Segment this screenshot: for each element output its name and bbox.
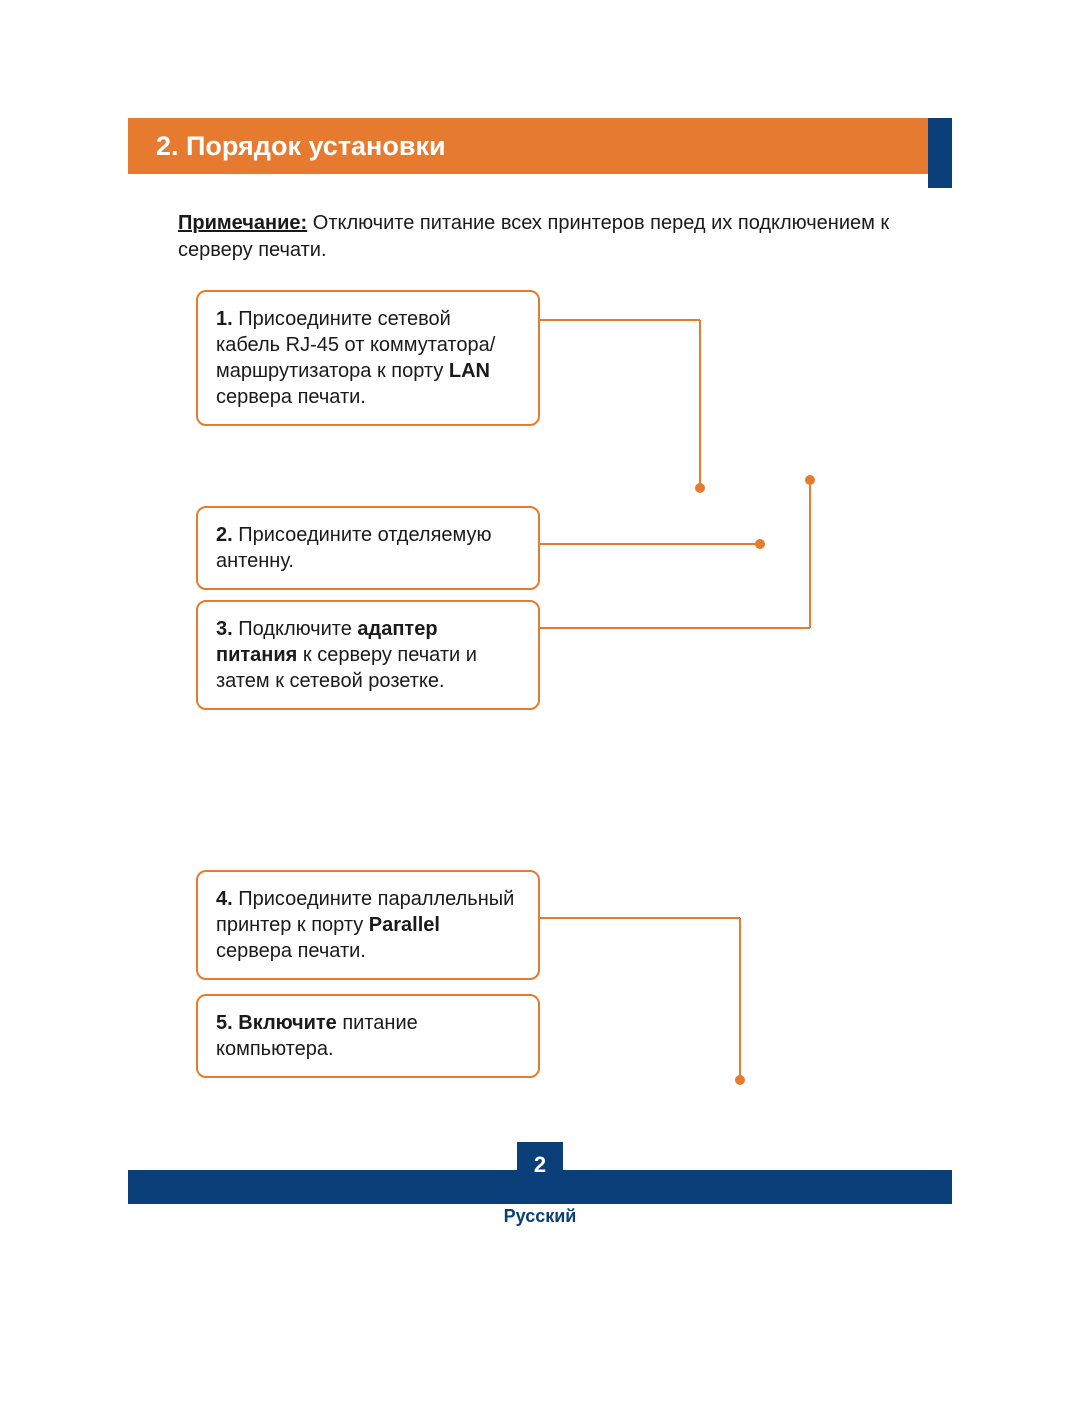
note-paragraph: Примечание: Отключите питание всех принт… — [178, 210, 908, 264]
connector-v — [699, 320, 701, 488]
note-label: Примечание: — [178, 212, 307, 234]
connector-dot — [735, 1075, 745, 1085]
step-box-5: 5. Включите питание компьютера. — [196, 994, 540, 1078]
step-text: Присоедините отделяемую антенну. — [216, 524, 492, 572]
connector-h — [540, 627, 810, 629]
connector-v — [739, 918, 741, 1080]
page: 2. Порядок установки Примечание: Отключи… — [0, 0, 1080, 1412]
connector-dot — [695, 483, 705, 493]
step-box-4: 4. Присоедините параллельный принтер к п… — [196, 870, 540, 980]
connector-h — [540, 543, 760, 545]
step-text: Присоедините сетевой кабель RJ-45 от ком… — [216, 308, 495, 408]
section-title-bar: 2. Порядок установки — [128, 118, 952, 188]
connector-dot — [755, 539, 765, 549]
step-num: 5. — [216, 1012, 233, 1034]
title-orange-bar: 2. Порядок установки — [128, 118, 928, 174]
step-num: 3. — [216, 618, 233, 640]
section-title: 2. Порядок установки — [156, 131, 446, 162]
step-num: 1. — [216, 308, 233, 330]
connector-v — [809, 480, 811, 628]
step-text: Включите питание компьютера. — [216, 1012, 418, 1060]
page-number-box: 2 — [517, 1142, 563, 1188]
step-num: 2. — [216, 524, 233, 546]
step-text: Присоедините параллельный принтер к порт… — [216, 888, 514, 962]
connector-h — [540, 917, 740, 919]
connector-dot — [805, 475, 815, 485]
title-blue-tab — [928, 118, 952, 188]
step-box-2: 2. Присоедините отделяемую антенну. — [196, 506, 540, 590]
language-label: Русский — [128, 1206, 952, 1227]
step-text: Подключите адаптер питания к серверу печ… — [216, 618, 477, 692]
step-num: 4. — [216, 888, 233, 910]
connector-h — [540, 319, 700, 321]
step-box-3: 3. Подключите адаптер питания к серверу … — [196, 600, 540, 710]
step-box-1: 1. Присоедините сетевой кабель RJ-45 от … — [196, 290, 540, 426]
